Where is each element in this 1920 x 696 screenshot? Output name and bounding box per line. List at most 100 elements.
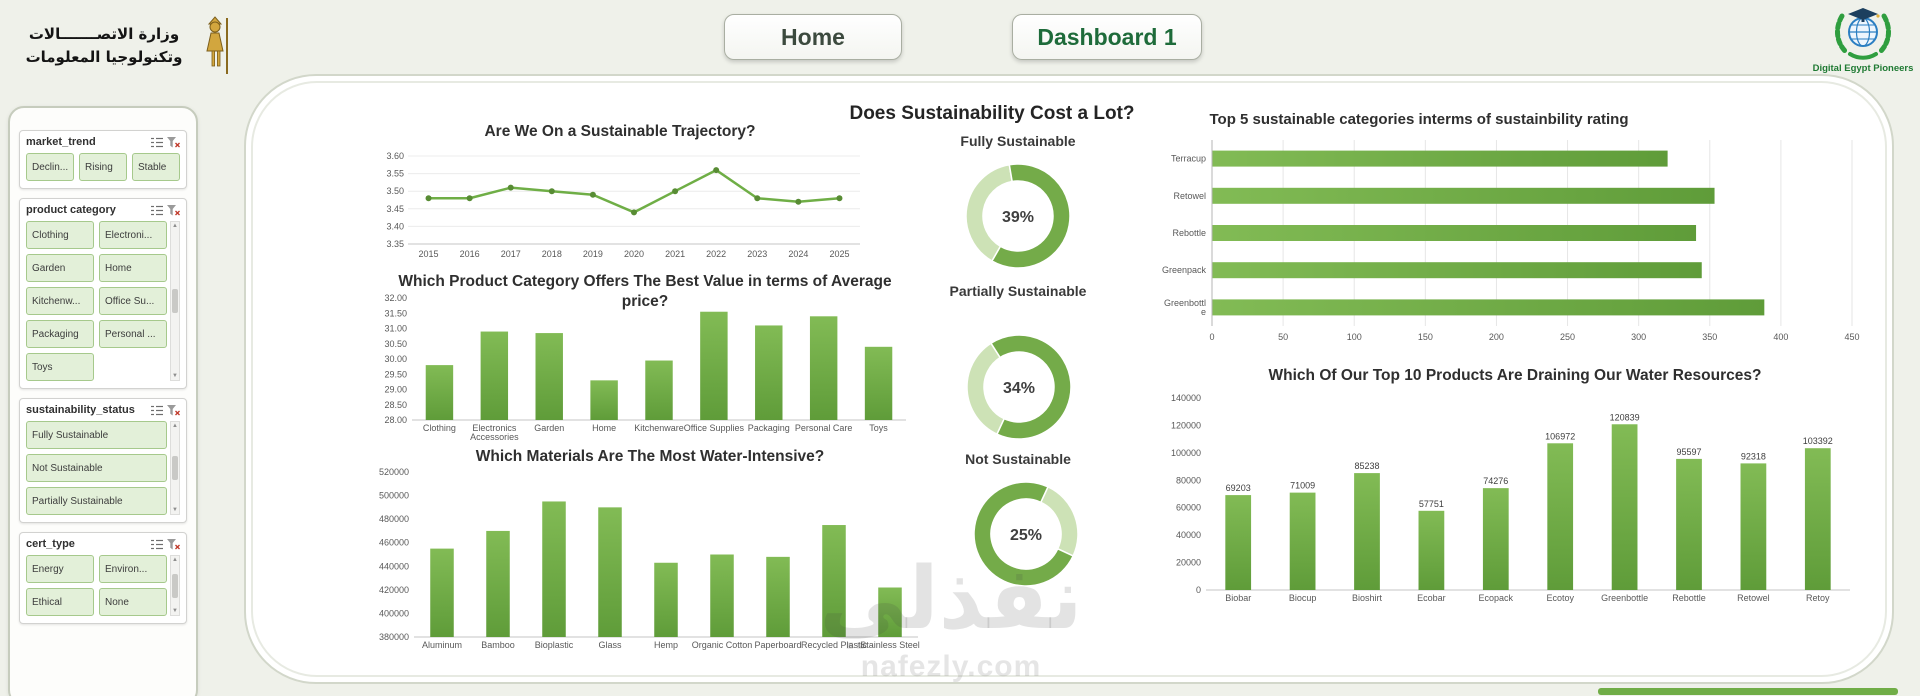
- multiselect-icon[interactable]: [151, 539, 163, 550]
- slicer-item-not-sustainable[interactable]: Not Sustainable: [26, 454, 167, 482]
- svg-text:Terracup: Terracup: [1171, 154, 1206, 164]
- svg-text:85238: 85238: [1354, 461, 1379, 471]
- svg-text:2018: 2018: [542, 249, 562, 259]
- slicer-items: Energy Environ... Ethical None: [26, 555, 167, 616]
- partially-sustainable-donut-chart: 34%: [963, 331, 1075, 443]
- scroll-down-icon[interactable]: ▼: [172, 608, 178, 614]
- slicer-item-stable[interactable]: Stable: [132, 153, 180, 181]
- slicer-item-home[interactable]: Home: [99, 254, 167, 282]
- dashboard1-button[interactable]: Dashboard 1: [1012, 14, 1202, 60]
- svg-text:Greenpack: Greenpack: [1162, 265, 1207, 275]
- scrollbar-thumb[interactable]: [172, 289, 178, 313]
- ministry-name-line2: وتكنولوجيا المعلومات: [25, 48, 183, 66]
- slicer-item-energy[interactable]: Energy: [26, 555, 94, 583]
- svg-text:250: 250: [1560, 332, 1575, 342]
- svg-text:28.50: 28.50: [384, 400, 407, 410]
- svg-text:71009: 71009: [1290, 481, 1315, 491]
- svg-text:25%: 25%: [1010, 527, 1042, 544]
- clear-filter-icon[interactable]: [167, 136, 180, 148]
- svg-text:Home: Home: [592, 423, 616, 433]
- svg-text:Paperboard: Paperboard: [754, 640, 801, 650]
- svg-text:Retowel: Retowel: [1173, 191, 1206, 201]
- trend-chart-title: Are We On a Sustainable Trajectory?: [484, 123, 756, 140]
- multiselect-icon[interactable]: [151, 205, 163, 216]
- sustainable-trajectory-line-chart: 3.35 3.40 3.45 3.50 3.55 3.60 2015 2016 2017 2018…: [372, 146, 872, 269]
- svg-text:2023: 2023: [747, 249, 767, 259]
- svg-text:40000: 40000: [1176, 530, 1201, 540]
- clear-filter-icon[interactable]: [167, 538, 180, 550]
- svg-text:2025: 2025: [829, 249, 849, 259]
- top5-categories-chart-title: Top 5 sustainable categories interms of …: [1209, 111, 1629, 128]
- svg-text:440000: 440000: [379, 561, 409, 571]
- svg-text:60000: 60000: [1176, 503, 1201, 513]
- slicer-item-declin[interactable]: Declin...: [26, 153, 74, 181]
- svg-text:Organic Cotton: Organic Cotton: [692, 640, 753, 650]
- svg-text:120000: 120000: [1171, 420, 1201, 430]
- slicer-item-packaging[interactable]: Packaging: [26, 320, 94, 348]
- svg-text:Bamboo: Bamboo: [481, 640, 515, 650]
- svg-text:Packaging: Packaging: [748, 423, 790, 433]
- clear-filter-icon[interactable]: [167, 404, 180, 416]
- svg-text:31.00: 31.00: [384, 324, 407, 334]
- slicer-scrollbar[interactable]: ▲ ▼: [170, 221, 180, 381]
- horizontal-scrollbar[interactable]: [1598, 688, 1898, 695]
- svg-text:29.50: 29.50: [384, 369, 407, 379]
- scrollbar-thumb[interactable]: [172, 573, 178, 598]
- scroll-down-icon[interactable]: ▼: [172, 373, 178, 379]
- svg-text:2015: 2015: [419, 249, 439, 259]
- multiselect-icon[interactable]: [151, 137, 163, 148]
- scroll-up-icon[interactable]: ▲: [172, 223, 178, 229]
- svg-text:Ecopack: Ecopack: [1479, 593, 1514, 603]
- slicer-item-toys[interactable]: Toys: [26, 353, 94, 381]
- svg-text:480000: 480000: [379, 514, 409, 524]
- avg-price-bar-chart: 28.00 28.50 29.00 29.50 30.00 30.50 31.00 31.50…: [368, 288, 908, 449]
- slicer-item-clothing[interactable]: Clothing: [26, 221, 94, 249]
- svg-text:Stainless Steel: Stainless Steel: [860, 640, 920, 650]
- svg-text:0: 0: [1209, 332, 1214, 342]
- slicer-cert-type: cert_type Energy Environ... Ethical None ▲ …: [19, 532, 187, 624]
- slicer-item-personal[interactable]: Personal ...: [99, 320, 167, 348]
- scrollbar-thumb[interactable]: [172, 456, 178, 480]
- slicer-item-garden[interactable]: Garden: [26, 254, 94, 282]
- slicer-item-none[interactable]: None: [99, 588, 167, 616]
- scroll-up-icon[interactable]: ▲: [172, 423, 178, 429]
- svg-text:28.00: 28.00: [384, 415, 407, 425]
- slicer-item-environ[interactable]: Environ...: [99, 555, 167, 583]
- svg-text:Bioplastic: Bioplastic: [535, 640, 574, 650]
- multiselect-icon[interactable]: [151, 405, 163, 416]
- svg-text:100: 100: [1347, 332, 1362, 342]
- scroll-down-icon[interactable]: ▼: [172, 507, 178, 513]
- svg-text:2017: 2017: [501, 249, 521, 259]
- svg-text:Retowel: Retowel: [1737, 593, 1770, 603]
- clear-filter-icon[interactable]: [167, 204, 180, 216]
- svg-text:2022: 2022: [706, 249, 726, 259]
- svg-text:140000: 140000: [1171, 393, 1201, 403]
- slicer-scrollbar[interactable]: ▲ ▼: [170, 555, 180, 616]
- svg-text:Electronics: Electronics: [472, 423, 517, 433]
- slicer-title: market_trend: [26, 136, 96, 148]
- slicer-item-rising[interactable]: Rising: [79, 153, 127, 181]
- svg-text:80000: 80000: [1176, 475, 1201, 485]
- slicer-item-partially-sustainable[interactable]: Partially Sustainable: [26, 487, 167, 515]
- slicer-item-office-su[interactable]: Office Su...: [99, 287, 167, 315]
- top10-water-chart-title: Which Of Our Top 10 Products Are Drainin…: [1268, 367, 1762, 384]
- donut-label-partially-sustainable: Partially Sustainable: [949, 283, 1087, 299]
- svg-text:300: 300: [1631, 332, 1646, 342]
- slicer-item-ethical[interactable]: Ethical: [26, 588, 94, 616]
- mcit-logo: وزارة الاتصـــــــالات وتكنولوجيا المعلو…: [14, 6, 232, 86]
- svg-text:460000: 460000: [379, 538, 409, 548]
- svg-text:200: 200: [1489, 332, 1504, 342]
- svg-text:Greenbottl: Greenbottl: [1164, 298, 1206, 308]
- svg-text:Bioshirt: Bioshirt: [1352, 593, 1383, 603]
- home-button[interactable]: Home: [724, 14, 902, 60]
- svg-text:30.50: 30.50: [384, 339, 407, 349]
- svg-text:Biocup: Biocup: [1289, 593, 1317, 603]
- scroll-up-icon[interactable]: ▲: [172, 557, 178, 563]
- svg-text:92318: 92318: [1741, 451, 1766, 461]
- svg-text:Glass: Glass: [598, 640, 622, 650]
- slicer-scrollbar[interactable]: ▲ ▼: [170, 421, 180, 515]
- svg-text:2016: 2016: [460, 249, 480, 259]
- slicer-item-kitchenw[interactable]: Kitchenw...: [26, 287, 94, 315]
- slicer-item-electroni[interactable]: Electroni...: [99, 221, 167, 249]
- slicer-item-fully-sustainable[interactable]: Fully Sustainable: [26, 421, 167, 449]
